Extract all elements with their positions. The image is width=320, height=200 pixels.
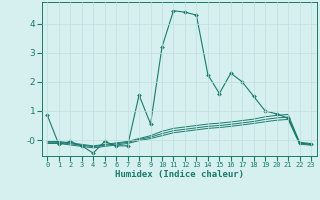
X-axis label: Humidex (Indice chaleur): Humidex (Indice chaleur) [115, 170, 244, 179]
